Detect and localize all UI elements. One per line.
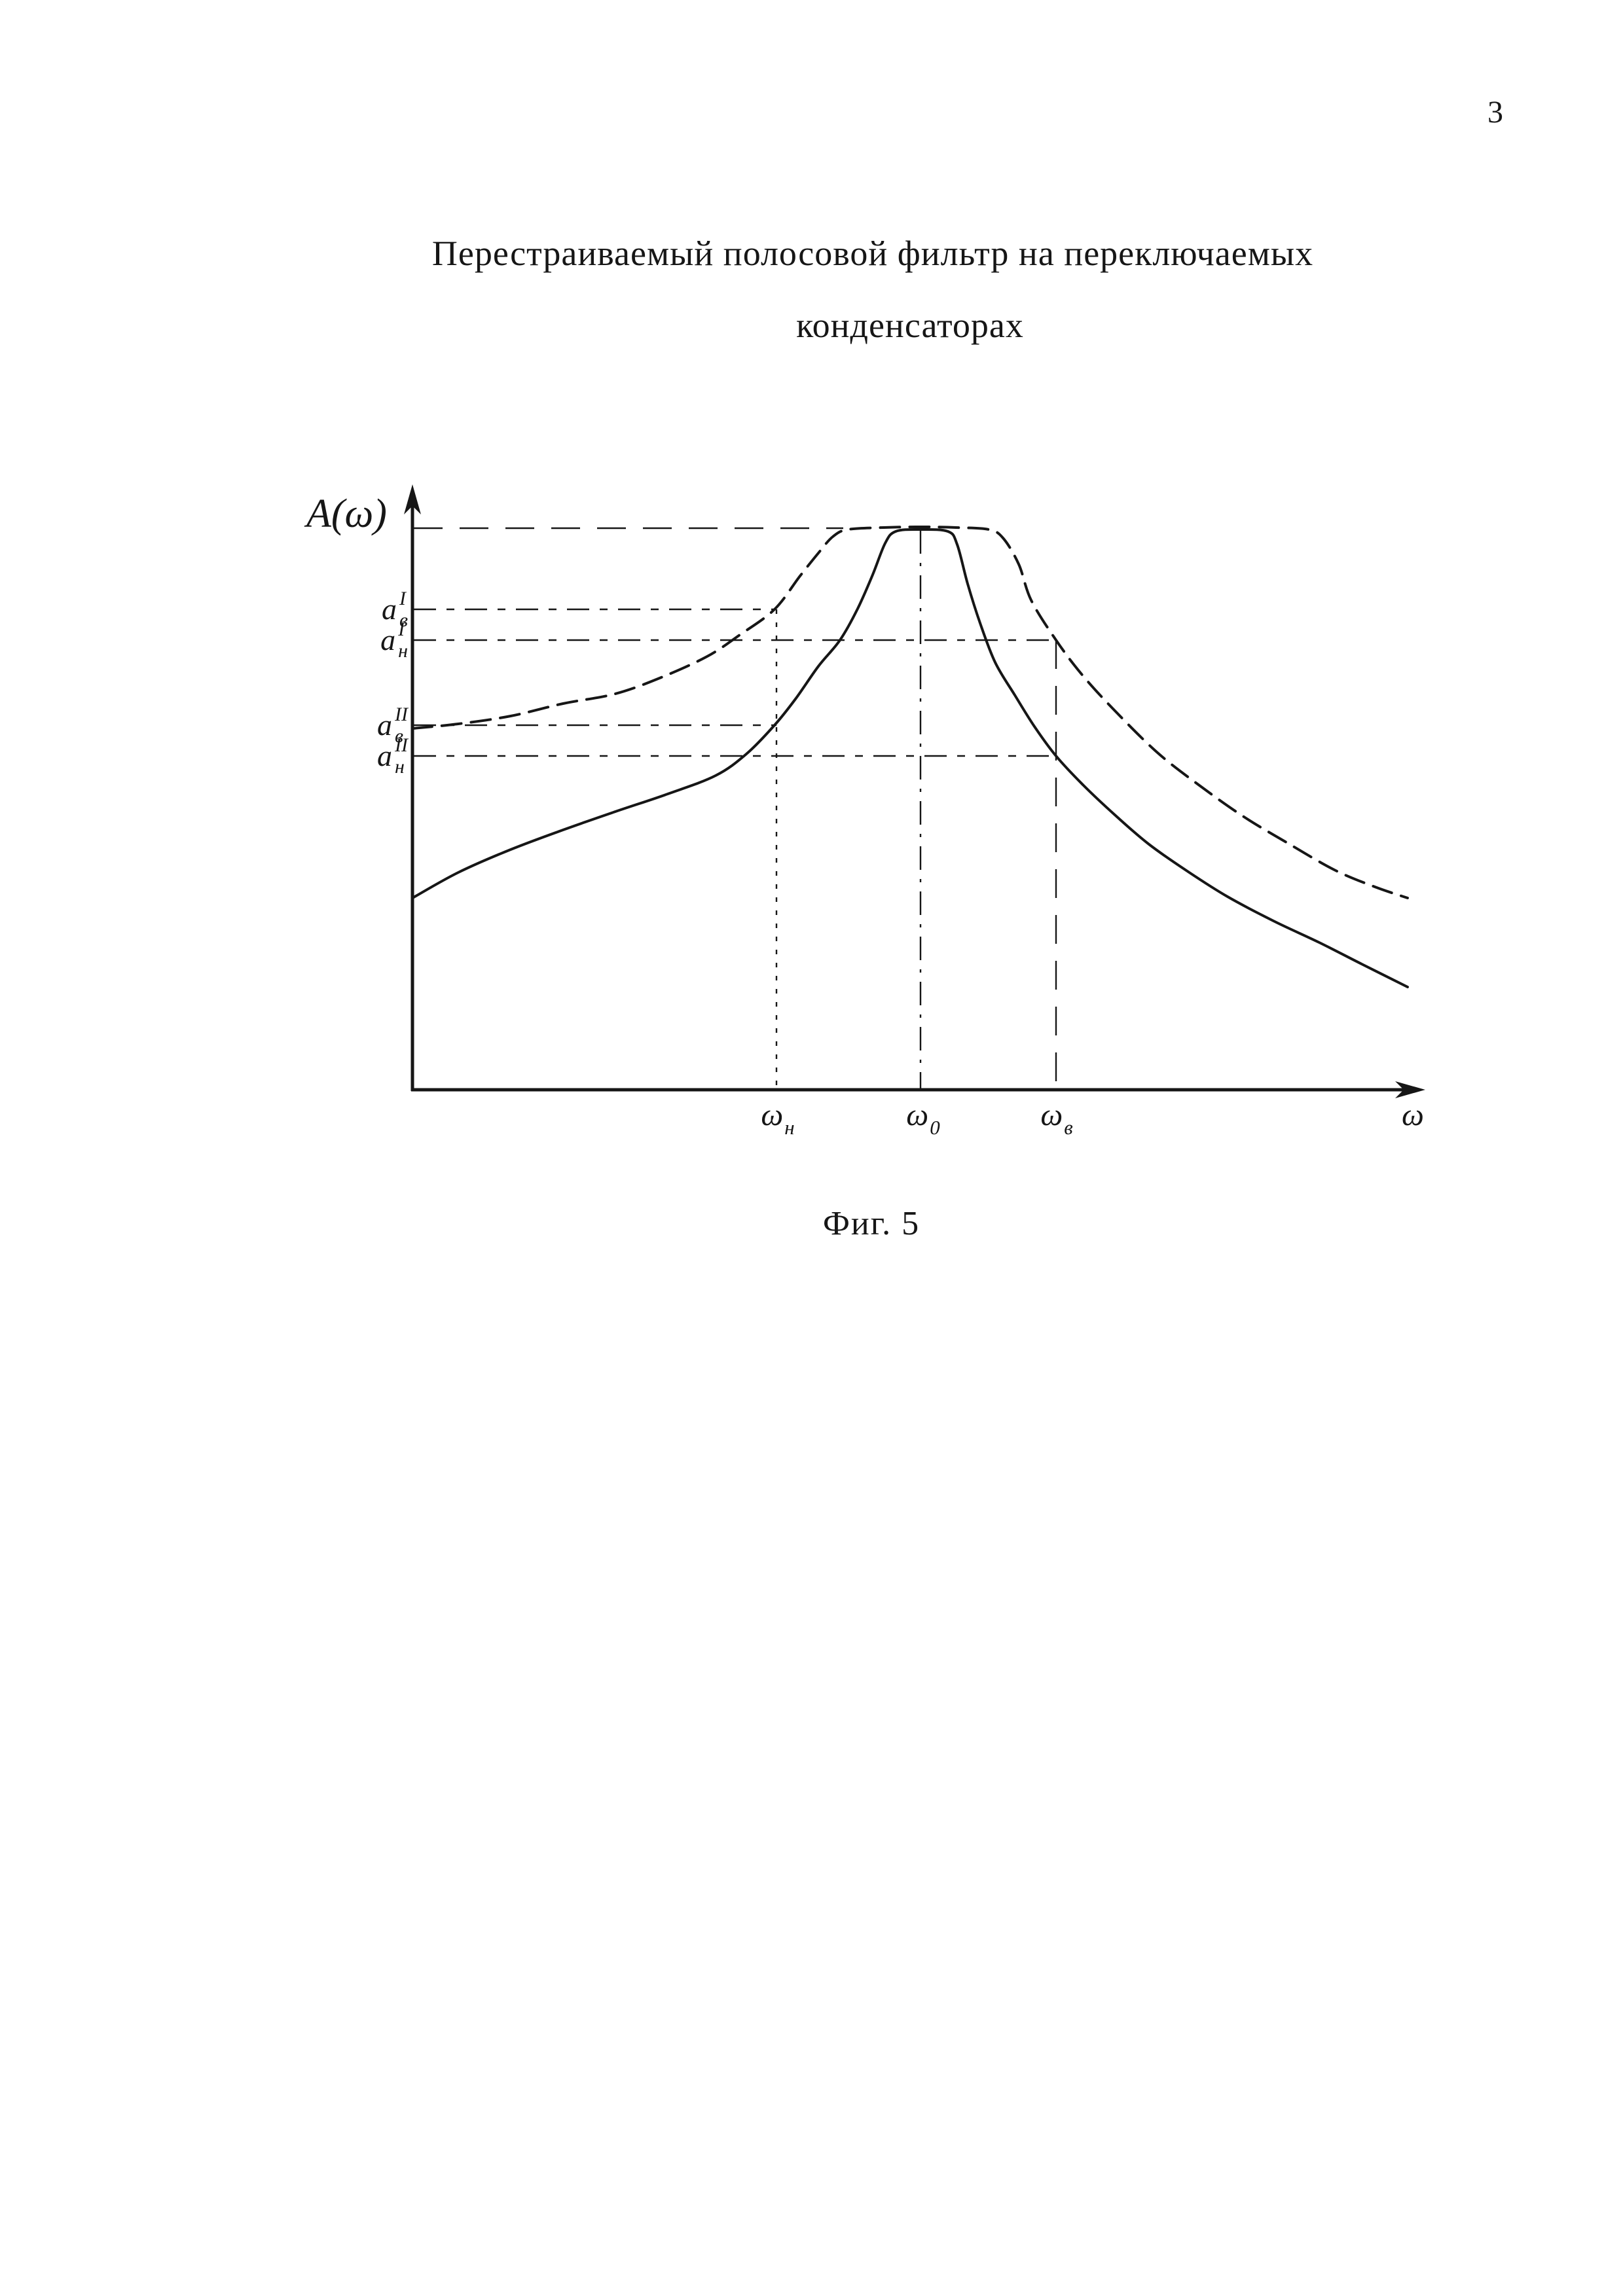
x-axis-arrow-icon: [1395, 1081, 1425, 1098]
x-tick-omega-0: ω0: [906, 1097, 939, 1139]
label-script-stack: I в: [399, 588, 408, 631]
level-label-a-sup-I-v: a I в: [382, 580, 408, 639]
label-superscript: I: [398, 619, 405, 640]
curve-wideband-response-dashed: [411, 526, 1409, 899]
label-subscript: н: [398, 640, 408, 662]
label-subscript: в: [395, 725, 404, 747]
level-label-a-sup-II-n: a II н: [377, 726, 408, 785]
x-axis-title: ω: [1402, 1097, 1424, 1133]
x-tick-omega-n: ωн: [761, 1097, 794, 1139]
level-label-a-sup-I-n: a I н: [380, 611, 408, 670]
tick-base: ω: [1402, 1098, 1424, 1132]
curve-narrowband-response-solid: [411, 528, 1409, 988]
tick-subscript: н: [784, 1116, 795, 1139]
figure-caption: Фиг. 5: [822, 1205, 921, 1242]
x-tick-omega-v: ωв: [1040, 1097, 1072, 1139]
y-axis-arrow-icon: [404, 484, 421, 514]
label-base: a: [377, 739, 393, 772]
page-number: 3: [1487, 95, 1503, 130]
label-base: a: [377, 708, 393, 742]
label-script-stack: I н: [398, 619, 408, 662]
tick-subscript: в: [1064, 1116, 1073, 1139]
document-title-line-1: Перестраиваемый полосовой фильтр на пере…: [431, 234, 1314, 273]
label-subscript: н: [395, 756, 405, 778]
label-base: a: [381, 592, 397, 626]
label-superscript: I: [399, 588, 406, 609]
label-subscript: в: [399, 609, 408, 631]
level-label-a-sup-II-v: a II в: [377, 696, 408, 755]
label-base: a: [380, 623, 396, 656]
document-title-line-2: конденсаторах: [796, 306, 1024, 345]
label-superscript: II: [395, 734, 408, 756]
tick-subscript: 0: [930, 1116, 940, 1139]
tick-base: ω: [906, 1098, 929, 1132]
y-axis-title: A(ω): [306, 492, 387, 536]
tick-base: ω: [1040, 1098, 1063, 1132]
label-script-stack: II в: [395, 704, 408, 747]
tick-base: ω: [761, 1098, 784, 1132]
label-script-stack: II н: [395, 734, 408, 778]
label-superscript: II: [395, 704, 408, 725]
